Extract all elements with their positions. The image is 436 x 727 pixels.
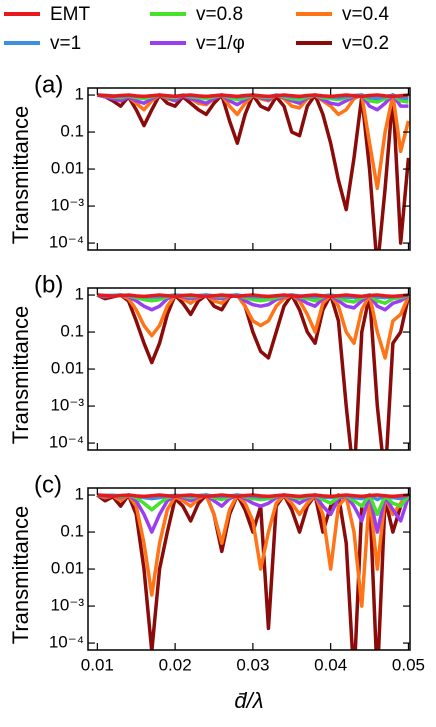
y-tick-label: 0.1 xyxy=(60,322,84,341)
panel-label: (c) xyxy=(34,471,62,498)
y-tick-label: 10⁻³ xyxy=(50,396,84,415)
y-tick-label: 10⁻⁴ xyxy=(49,233,84,252)
series-line xyxy=(96,493,410,608)
x-axis-label: d̄/λ xyxy=(234,688,263,713)
series-line xyxy=(97,293,409,299)
panel-label: (a) xyxy=(34,71,63,98)
y-axis-label: Transmittance xyxy=(8,306,33,445)
y-axis-label: Transmittance xyxy=(8,506,33,645)
legend-label: v=0.4 xyxy=(342,4,389,25)
series-group xyxy=(96,493,410,650)
series-line xyxy=(96,493,410,650)
x-tick-label: 0.02 xyxy=(159,655,192,674)
y-tick-label: 10⁻³ xyxy=(50,196,84,215)
series-line xyxy=(97,493,410,517)
series-line xyxy=(96,293,410,312)
y-tick-label: 10⁻⁴ xyxy=(49,433,84,452)
y-tick-label: 0.01 xyxy=(51,559,84,578)
legend-label: v=1 xyxy=(50,33,81,54)
series-line xyxy=(97,93,409,99)
series-line xyxy=(97,293,409,305)
legend-label: EMT xyxy=(50,4,91,25)
x-tick-label: 0.04 xyxy=(314,655,347,674)
y-tick-label: 0.1 xyxy=(60,522,84,541)
y-tick-label: 10⁻⁴ xyxy=(49,633,84,652)
y-tick-label: 10⁻³ xyxy=(50,596,84,615)
x-tick-label: 0.03 xyxy=(236,655,269,674)
series-group xyxy=(96,93,410,250)
x-tick-label: 0.01 xyxy=(81,655,114,674)
y-tick-label: 0.01 xyxy=(51,159,84,178)
y-axis-label: Transmittance xyxy=(8,106,33,245)
legend-label: v=1/φ xyxy=(196,33,245,54)
legend-label: v=0.8 xyxy=(196,4,243,25)
series-line xyxy=(96,293,410,360)
series-line xyxy=(96,293,410,450)
y-tick-label: 1 xyxy=(75,285,84,304)
panel-label: (b) xyxy=(34,271,63,298)
y-tick-label: 1 xyxy=(75,485,84,504)
series-line xyxy=(96,493,410,534)
y-tick-label: 0.1 xyxy=(60,122,84,141)
series-group xyxy=(96,293,410,450)
x-tick-label: 0.05 xyxy=(392,655,425,674)
y-tick-label: 1 xyxy=(75,85,84,104)
series-line xyxy=(97,493,409,499)
series-line xyxy=(96,93,410,250)
legend-label: v=0.2 xyxy=(342,33,389,54)
y-tick-label: 0.01 xyxy=(51,359,84,378)
